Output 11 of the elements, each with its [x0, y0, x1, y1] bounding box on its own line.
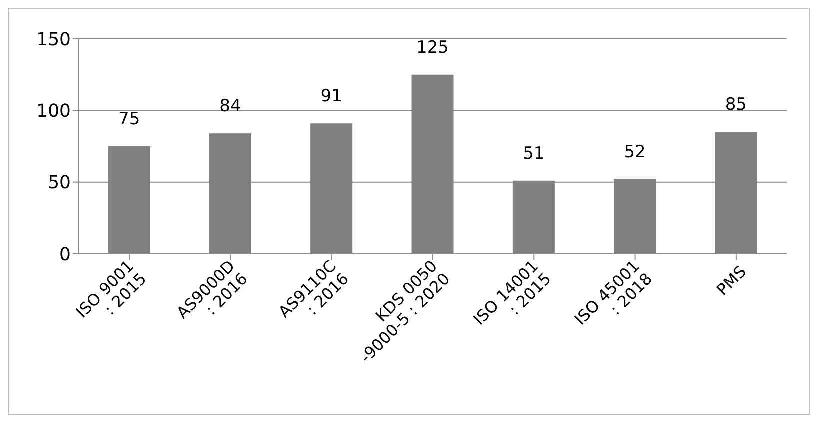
y-tick-label: 50 — [48, 172, 71, 194]
data-label: 84 — [220, 96, 242, 117]
data-label: 85 — [725, 95, 748, 116]
y-tick-label: 100 — [36, 101, 71, 122]
data-label: 125 — [416, 38, 449, 58]
y-tick-label: 0 — [60, 244, 71, 266]
data-label: 91 — [320, 86, 342, 107]
data-label: 51 — [523, 144, 545, 164]
data-label: 52 — [624, 142, 646, 162]
y-tick-label: 150 — [36, 29, 71, 50]
data-label: 75 — [118, 110, 140, 130]
